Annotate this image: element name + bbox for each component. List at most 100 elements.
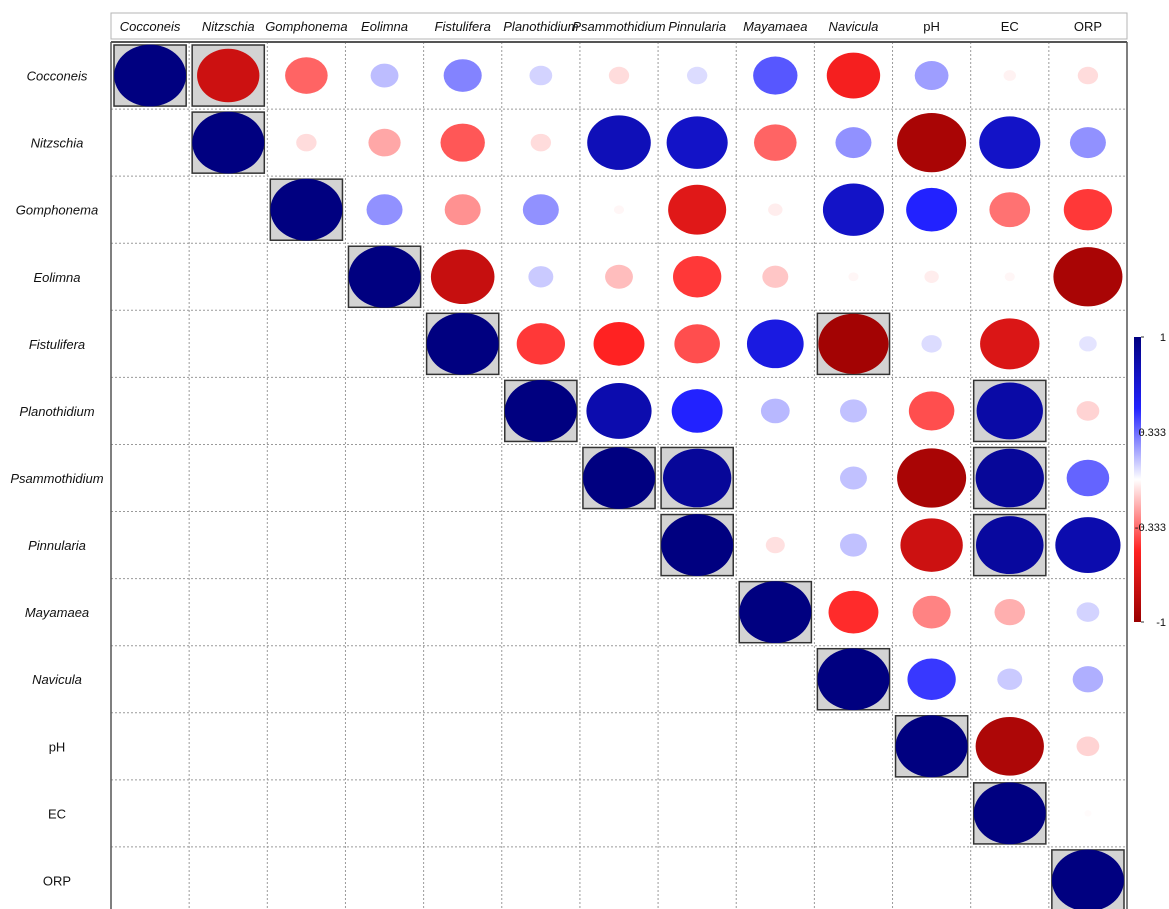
correlation-circle <box>1003 70 1017 81</box>
correlation-circle <box>586 382 652 439</box>
row-label: Eolimna <box>34 270 81 285</box>
row-label: Pinnularia <box>28 538 86 553</box>
column-label: Pinnularia <box>668 19 726 34</box>
correlation-circle <box>994 599 1026 626</box>
color-bar-tick-label: 1 <box>1160 332 1166 344</box>
correlation-circle <box>671 389 723 433</box>
correlation-circle <box>765 536 785 554</box>
correlation-circle <box>440 123 485 162</box>
correlation-circle <box>1076 602 1100 622</box>
correlation-circle <box>605 264 633 289</box>
column-label: Planothidium <box>503 19 578 34</box>
correlation-circle <box>270 178 343 241</box>
correlation-circle <box>1055 517 1121 574</box>
row-label: EC <box>48 806 66 821</box>
correlation-circle <box>285 57 328 94</box>
correlation-circle <box>296 133 317 152</box>
column-label: Gomphonema <box>265 19 347 34</box>
correlation-circle <box>661 514 734 576</box>
correlation-circle <box>663 448 732 508</box>
color-bar-tick-label: 0.333 <box>1138 427 1166 439</box>
correlation-circle <box>192 111 265 174</box>
correlation-circle <box>753 56 798 95</box>
correlation-circle <box>746 319 804 369</box>
correlation-circle <box>997 668 1023 690</box>
correlation-circle <box>426 312 499 375</box>
correlation-circle <box>768 203 783 216</box>
row-label: Psammothidium <box>10 471 103 486</box>
correlation-circle <box>973 782 1046 845</box>
correlation-circle <box>895 715 968 778</box>
column-labels: Cocconeis Nitzschia Gomphonema Eolimna Fistu… <box>120 19 1102 34</box>
correlation-circle <box>530 133 552 152</box>
correlation-circle <box>444 194 481 226</box>
correlation-circle <box>975 716 1044 776</box>
column-label: ORP <box>1074 19 1102 34</box>
row-label: pH <box>49 739 66 754</box>
correlation-circle <box>897 112 967 173</box>
correlation-circle <box>608 66 630 85</box>
correlation-circle <box>587 115 651 170</box>
correlation-circles <box>114 44 1124 909</box>
column-label: Eolimna <box>361 19 408 34</box>
correlation-circle <box>666 116 728 169</box>
color-bar <box>1134 337 1141 622</box>
correlation-circle <box>762 265 789 288</box>
correlation-circle <box>1076 736 1100 757</box>
correlation-circle <box>1004 272 1015 282</box>
correlation-circle <box>673 256 722 298</box>
correlation-circle <box>430 249 495 305</box>
row-label: Fistulifera <box>29 337 85 352</box>
correlation-circle <box>1077 66 1099 85</box>
correlation-circle <box>835 127 872 159</box>
column-label: EC <box>1001 19 1019 34</box>
correlation-circle <box>897 448 967 508</box>
correlation-circle <box>839 533 867 557</box>
correlation-circle <box>366 194 403 226</box>
correlation-circle <box>1069 127 1106 159</box>
correlation-circle <box>754 124 797 161</box>
correlation-circle <box>528 266 554 288</box>
correlation-circle <box>522 194 559 226</box>
correlation-circle <box>443 59 482 92</box>
correlation-circle <box>504 380 577 442</box>
color-bar-tick-label: -1 <box>1156 617 1166 629</box>
correlation-circle <box>686 66 708 85</box>
grid <box>110 12 1128 909</box>
correlation-circle <box>907 658 956 700</box>
column-label: Navicula <box>829 19 879 34</box>
correlation-circle <box>826 52 881 99</box>
correlation-circle <box>197 48 260 103</box>
correlation-circle <box>370 63 399 88</box>
correlation-circle <box>1076 401 1100 421</box>
row-labels: Cocconeis Nitzschia Gomphonema Eolimna Fistu… <box>10 69 103 889</box>
row-label: Planothidium <box>19 404 94 419</box>
correlation-circle <box>529 65 553 86</box>
correlation-circle <box>839 466 867 490</box>
column-label: pH <box>923 19 940 34</box>
correlation-circle <box>828 590 879 634</box>
row-label: Gomphonema <box>16 203 98 218</box>
row-label: Mayamaea <box>25 605 89 620</box>
correlation-circle <box>1084 810 1092 817</box>
correlation-circle <box>817 648 890 711</box>
correlation-circle <box>593 321 645 366</box>
correlation-circle <box>921 335 942 353</box>
column-label: Psammothidium <box>572 19 665 34</box>
column-label: Nitzschia <box>202 19 255 34</box>
correlation-circle <box>822 183 885 236</box>
correlation-circle <box>976 516 1044 575</box>
correlation-circle <box>674 324 720 364</box>
correlation-circle <box>739 581 812 644</box>
correlation-circle <box>976 382 1043 440</box>
column-label: Cocconeis <box>120 19 181 34</box>
column-label-box <box>110 12 1128 40</box>
row-label: ORP <box>43 873 71 888</box>
correlation-circle <box>975 448 1044 508</box>
column-label: Mayamaea <box>743 19 807 34</box>
correlation-circle <box>613 205 625 215</box>
correlation-circle <box>924 270 939 283</box>
correlation-circle <box>668 184 727 235</box>
correlation-circle <box>1063 188 1113 231</box>
